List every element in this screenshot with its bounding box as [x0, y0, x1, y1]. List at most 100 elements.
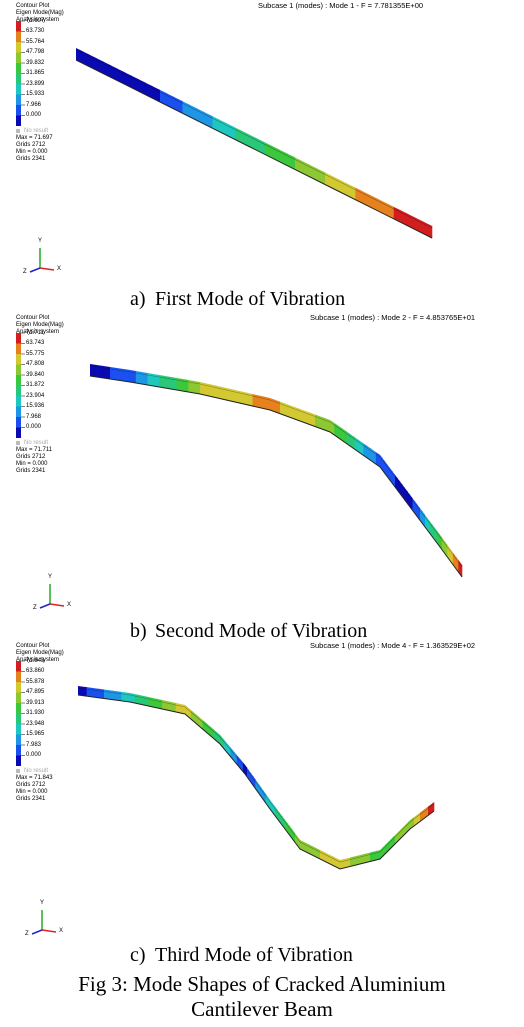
stat-line: Grids 2712 — [16, 782, 45, 789]
subcase-title: Subcase 1 (modes) : Mode 4 - F = 1.36352… — [310, 642, 475, 649]
legend-color-box — [16, 42, 21, 53]
legend-color-box — [16, 672, 21, 683]
legend-color-box — [16, 105, 21, 116]
legend-value: 55.878 — [26, 679, 44, 686]
axis-label-x: X — [59, 928, 63, 935]
legend-color-box — [16, 682, 21, 693]
beam-segment — [162, 700, 167, 710]
legend-value: 23.899 — [26, 81, 44, 88]
beam-segment — [91, 688, 96, 698]
legend-value: 23.948 — [26, 721, 44, 728]
beam-segment — [126, 692, 131, 702]
figure-graphics — [0, 0, 524, 1027]
axis-z — [30, 268, 40, 272]
beam-segment — [113, 691, 118, 701]
legend-color-box — [16, 703, 21, 714]
axis-label-y: Y — [40, 900, 44, 907]
legend-value: 0.000 — [26, 752, 41, 759]
axis-label-x: X — [67, 602, 71, 609]
beam-segment — [82, 687, 87, 697]
legend-color-box — [16, 63, 21, 74]
legend-color-box — [16, 396, 21, 407]
beam-segment — [78, 686, 83, 696]
beam-segment — [367, 853, 371, 863]
no-result-label: No result — [24, 768, 48, 775]
beam-segment — [144, 696, 149, 706]
legend-value: 39.913 — [26, 700, 44, 707]
legend-value: 15.933 — [26, 91, 44, 98]
legend-value: 71.711 — [26, 330, 44, 337]
beam-segment — [130, 693, 135, 703]
stat-line: Grids 2341 — [16, 156, 45, 163]
legend-value: 63.743 — [26, 340, 44, 347]
beam-segment — [171, 702, 176, 712]
legend-value: 31.930 — [26, 710, 44, 717]
legend-color-box — [16, 116, 21, 127]
stat-line: Grids 2341 — [16, 468, 45, 475]
page: Fig 3: Mode Shapes of Cracked Aluminium … — [0, 0, 524, 1027]
stat-line: Max = 71.697 — [16, 135, 53, 142]
stat-line: Grids 2712 — [16, 142, 45, 149]
legend-value: 47.895 — [26, 689, 44, 696]
legend-color-box — [16, 735, 21, 746]
caption-text: Third Mode of Vibration — [155, 944, 353, 966]
legend-color-box — [16, 354, 21, 365]
legend-value: 39.832 — [26, 60, 44, 67]
legend-color-box — [16, 375, 21, 386]
beam-segment — [87, 687, 92, 697]
legend-value: 7.968 — [26, 414, 41, 421]
legend-value: 55.775 — [26, 351, 44, 358]
beam-segment — [347, 858, 351, 868]
beam-segment — [148, 697, 153, 707]
legend-color-box — [16, 386, 21, 397]
axis-label-z: Z — [33, 605, 37, 612]
no-result-box — [16, 129, 20, 133]
legend-color-box — [16, 407, 21, 418]
axis-x — [50, 604, 64, 606]
axis-label-y: Y — [38, 238, 42, 245]
legend-title: Eigen Mode(Mag) — [16, 322, 64, 329]
caption-letter: b) — [130, 620, 147, 642]
legend-value: 47.808 — [26, 361, 44, 368]
axis-label-z: Z — [25, 931, 29, 938]
beam-edge — [90, 366, 462, 567]
legend-color-box — [16, 714, 21, 725]
stat-line: Max = 71.843 — [16, 775, 53, 782]
legend-value: 15.965 — [26, 731, 44, 738]
legend-value: 7.983 — [26, 742, 41, 749]
beam-edge — [76, 50, 432, 228]
beam-segment — [104, 690, 109, 700]
axis-z — [32, 930, 42, 934]
legend-title: Contour Plot — [16, 3, 49, 10]
legend-value: 63.730 — [26, 28, 44, 35]
stat-line: Grids 2341 — [16, 796, 45, 803]
no-result-box — [16, 769, 20, 773]
legend-title: Contour Plot — [16, 643, 49, 650]
beam-segment — [180, 704, 185, 714]
legend-value: 39.840 — [26, 372, 44, 379]
beam-segment — [95, 688, 100, 698]
beam-segment — [117, 691, 122, 701]
beam-segment — [153, 698, 158, 708]
legend-value: 63.860 — [26, 668, 44, 675]
legend-value: 31.872 — [26, 382, 44, 389]
legend-value: 55.764 — [26, 39, 44, 46]
beam-segment — [340, 859, 344, 869]
legend-color-box — [16, 84, 21, 95]
legend-title: Contour Plot — [16, 315, 49, 322]
axis-label-y: Y — [48, 574, 52, 581]
legend-color-box — [16, 724, 21, 735]
no-result-label: No result — [24, 128, 48, 135]
caption-letter: c) — [130, 944, 146, 966]
axis-label-z: Z — [23, 269, 27, 276]
legend-value: 0.000 — [26, 424, 41, 431]
legend-color-box — [16, 53, 21, 64]
legend-title: Eigen Mode(Mag) — [16, 650, 64, 657]
beam-segment — [121, 692, 126, 702]
beam-segment — [135, 694, 140, 704]
beam-segment — [373, 851, 377, 861]
caption-letter: a) — [130, 288, 146, 310]
stat-line: Grids 2712 — [16, 454, 45, 461]
beam-segment — [343, 858, 347, 868]
subcase-title: Subcase 1 (modes) : Mode 2 - F = 4.85376… — [310, 314, 475, 321]
